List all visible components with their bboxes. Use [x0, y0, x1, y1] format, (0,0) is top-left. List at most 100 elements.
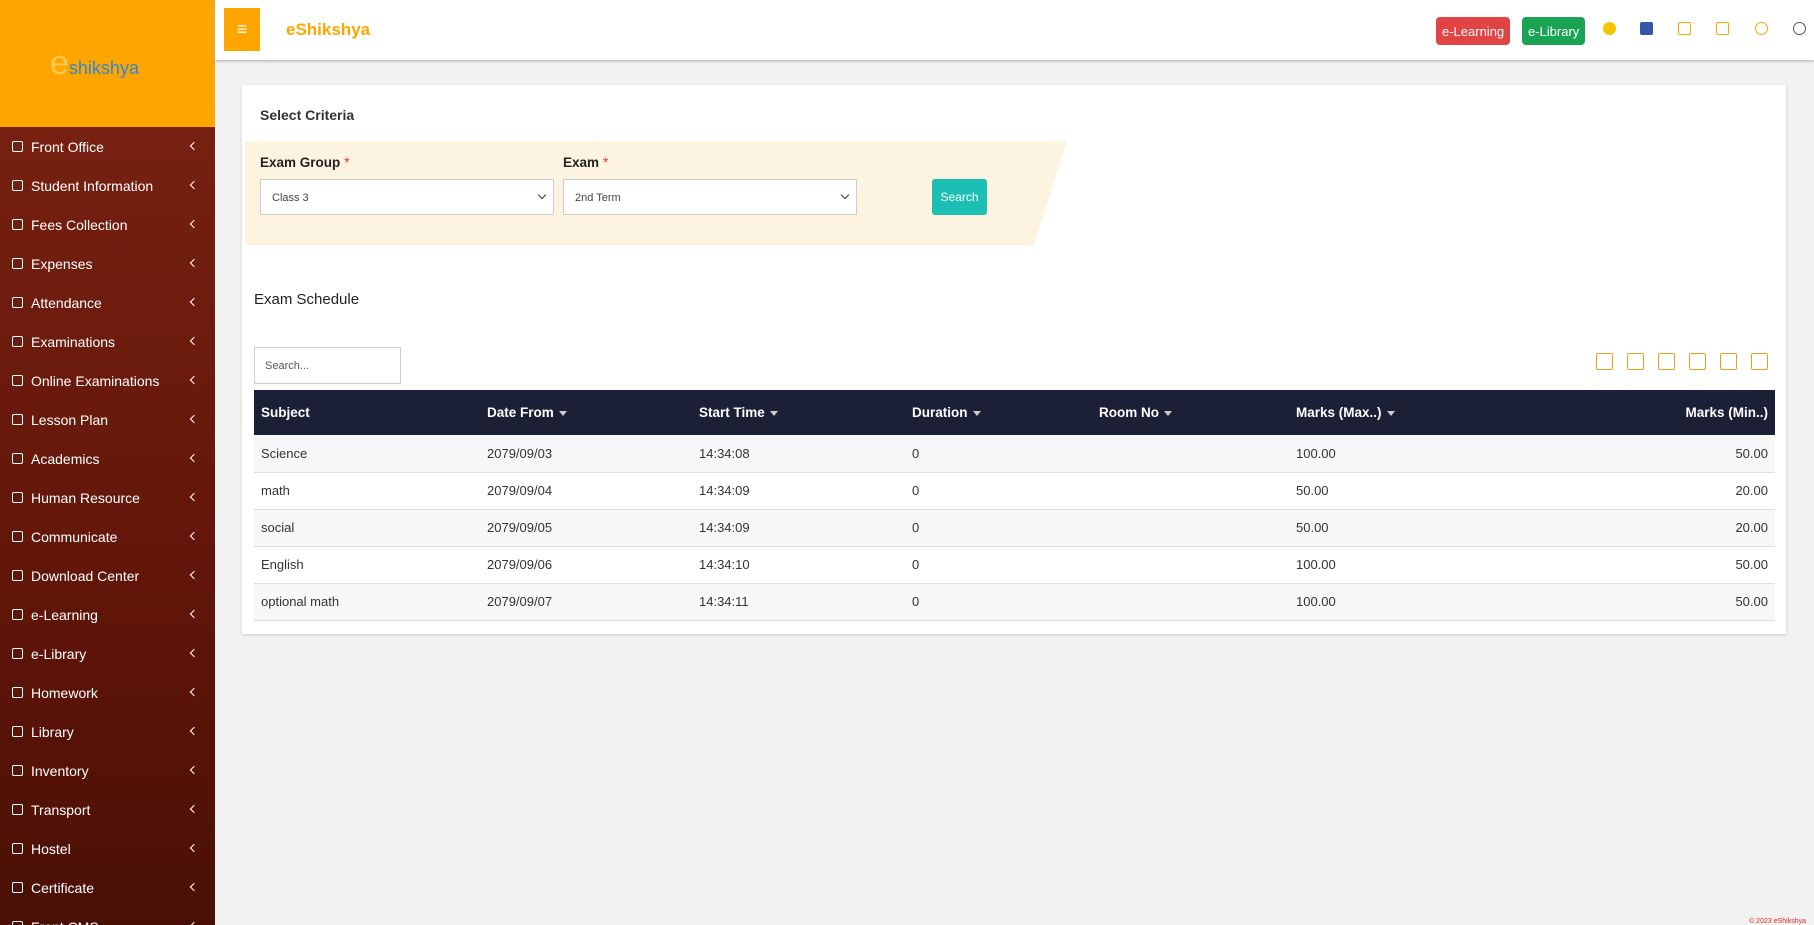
menu-item[interactable]: Homework [0, 673, 215, 712]
menu-label: Online Examinations [31, 372, 160, 389]
menu-item[interactable]: Student Information [0, 166, 215, 205]
table-cell-text: 2079/09/05 [487, 520, 553, 535]
table-cell: 0 [905, 583, 1092, 621]
exam-select[interactable]: 2nd Term [563, 179, 857, 215]
sort-icon[interactable] [1385, 409, 1397, 417]
excel[interactable] [1627, 353, 1644, 370]
menu-icon [12, 219, 23, 230]
table-cell: 2079/09/03 [480, 435, 692, 473]
copy[interactable] [1596, 353, 1613, 370]
menu-label: Academics [31, 450, 100, 467]
sort-icon[interactable] [1162, 409, 1174, 417]
column-header: Date From [480, 390, 692, 435]
logo: eshikshya [50, 44, 139, 83]
table-row: social 2079/09/05 14:34:09 0 50.00 20.00 [254, 509, 1775, 547]
menu-icon [12, 531, 23, 542]
card: Select Criteria Exam Group * Class 3 Exam… [242, 85, 1786, 634]
search-button[interactable]: Search [932, 179, 987, 215]
menu-item[interactable]: e-Learning [0, 595, 215, 634]
menu-label: Human Resource [31, 489, 140, 506]
whatsapp-icon[interactable] [1755, 22, 1768, 35]
header-row: Subject Date From Start Time Duration Room N… [254, 390, 1775, 435]
column-header: Duration [905, 390, 1092, 435]
table-row: optional math 2079/09/07 14:34:11 0 100.00 50… [254, 583, 1775, 621]
table-cell: 50.00 [1539, 435, 1775, 473]
criteria-title: Select Criteria [260, 107, 355, 123]
logo-text: shikshya [68, 58, 139, 78]
menu-toggle[interactable]: ≡ [224, 8, 260, 51]
menu-item[interactable]: Certificate [0, 868, 215, 907]
menu-icon [12, 726, 23, 737]
menu-item[interactable]: Inventory [0, 751, 215, 790]
columns[interactable] [1751, 353, 1768, 370]
menu-item[interactable]: Academics [0, 439, 215, 478]
table-cell: 50.00 [1539, 583, 1775, 621]
column-header-text: Date From [487, 405, 554, 420]
print[interactable] [1720, 353, 1737, 370]
menu-label: Hostel [31, 840, 71, 857]
menu-item[interactable]: e-Library [0, 634, 215, 673]
menu-item[interactable]: Fees Collection [0, 205, 215, 244]
menu-item[interactable]: Human Resource [0, 478, 215, 517]
menu-item[interactable]: Transport [0, 790, 215, 829]
table-cell-text: social [261, 520, 295, 535]
menu-item[interactable]: Expenses [0, 244, 215, 283]
table-cell: 2079/09/06 [480, 546, 692, 584]
menu-item[interactable]: Attendance [0, 283, 215, 322]
sort-icon[interactable] [557, 409, 569, 417]
menu-item[interactable]: Front CMS [0, 907, 215, 925]
required-mark: * [344, 155, 350, 170]
menu-icon [12, 570, 23, 581]
label: Exam Group [260, 155, 341, 170]
menu-item[interactable]: Library [0, 712, 215, 751]
profile-icon[interactable] [1793, 22, 1806, 35]
menu-label: Transport [31, 801, 91, 818]
table-cell-text: 0 [912, 483, 920, 498]
task-icon[interactable] [1716, 22, 1729, 35]
table-cell-text: 2079/09/03 [487, 445, 553, 461]
table-cell-text: English [261, 557, 304, 572]
menu-item[interactable]: Download Center [0, 556, 215, 595]
elearning-button[interactable]: e-Learning [1436, 17, 1511, 45]
table-cell: 50.00 [1289, 509, 1539, 547]
table-cell-text: 14:34:09 [699, 483, 750, 498]
topbar: ≡ eShikshya e-Learning e-Library [215, 0, 1814, 60]
table-cell-text: 2079/09/06 [487, 557, 553, 572]
menu-item[interactable]: Lesson Plan [0, 400, 215, 439]
table-cell: 100.00 [1289, 435, 1539, 473]
search-input[interactable]: Search... [254, 347, 401, 384]
table-cell-text: 0 [912, 594, 920, 609]
menu-item[interactable]: Online Examinations [0, 361, 215, 400]
calendar-icon[interactable] [1678, 22, 1691, 35]
pdf[interactable] [1689, 353, 1706, 370]
sort-icon[interactable] [971, 409, 983, 417]
column-header-text: Room No [1099, 405, 1159, 420]
menu-icon [12, 882, 23, 893]
table-cell-text: 14:34:11 [699, 594, 749, 609]
menu-item[interactable]: Examinations [0, 322, 215, 361]
theme-icon[interactable] [1603, 22, 1616, 35]
table-cell-text: Science [261, 445, 308, 461]
criteria-form: Exam Group * Class 3 Exam * 2nd Term Searc… [245, 141, 1067, 245]
csv[interactable] [1658, 353, 1675, 370]
table-row: math 2079/09/04 14:34:09 0 50.00 20.00 [254, 472, 1775, 510]
table-cell-text: 50.00 [1296, 520, 1329, 535]
menu-item[interactable]: Front Office [0, 127, 215, 166]
sort-icon[interactable] [768, 409, 780, 417]
menu-label: e-Library [31, 645, 87, 662]
table-cell [1092, 472, 1289, 510]
exam-group-select[interactable]: Class 3 [260, 179, 554, 215]
menu-label: Expenses [31, 255, 93, 272]
elibrary-button[interactable]: e-Library [1522, 17, 1586, 45]
required-mark: * [603, 155, 609, 170]
menu-icon [12, 609, 23, 620]
language-flag[interactable] [1640, 22, 1653, 35]
menu-label: e-Learning [31, 606, 98, 623]
label: Exam [563, 155, 600, 170]
menu-label: Download Center [31, 567, 140, 584]
table-cell: optional math [254, 583, 480, 621]
menu-item[interactable]: Communicate [0, 517, 215, 556]
menu-item[interactable]: Hostel [0, 829, 215, 868]
menu-label: Fees Collection [31, 216, 128, 233]
